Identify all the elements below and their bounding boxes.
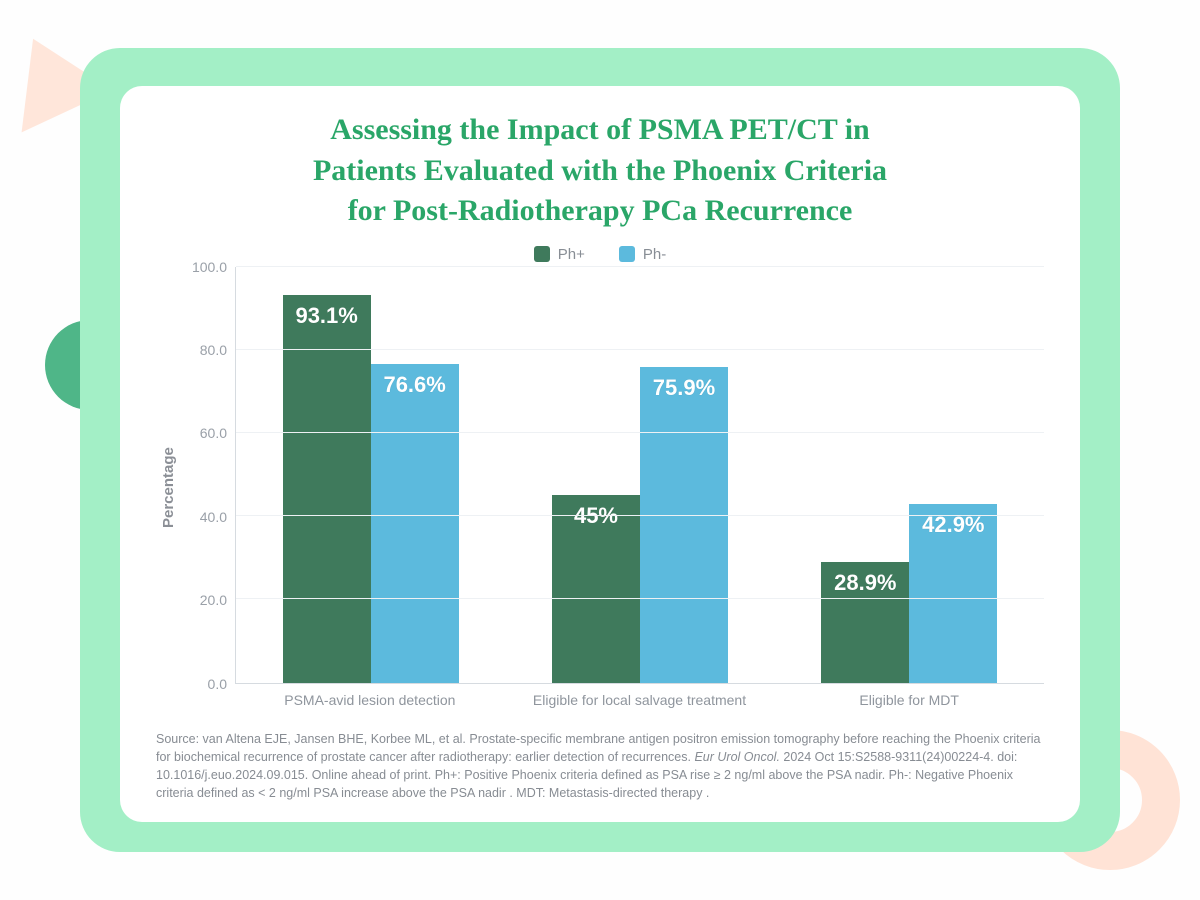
grid-area: 93.1% 76.6% 45% 75.9% 28.9% 42.9%	[235, 267, 1044, 684]
title-line: Assessing the Impact of PSMA PET/CT in	[330, 113, 870, 146]
y-tick: 80.0	[200, 342, 227, 358]
chart: Percentage 0.020.040.060.080.0100.0 93.1…	[156, 267, 1044, 708]
bar-value-label: 28.9%	[834, 570, 896, 596]
x-axis-label: Eligible for local salvage treatment	[505, 692, 775, 708]
footnote-journal: Eur Urol Oncol.	[694, 750, 779, 764]
bar-group: 28.9% 42.9%	[821, 267, 997, 683]
bar: 93.1%	[283, 295, 371, 682]
y-tick: 100.0	[192, 259, 227, 275]
gridline	[236, 515, 1044, 516]
bar-value-label: 45%	[574, 503, 618, 529]
y-ticks: 0.020.040.060.080.0100.0	[181, 267, 235, 684]
chart-title: Assessing the Impact of PSMA PET/CT in P…	[156, 110, 1044, 232]
bar-value-label: 93.1%	[295, 303, 357, 329]
legend-item-ph-plus: Ph+	[534, 246, 585, 263]
y-tick: 0.0	[208, 676, 227, 692]
bar: 28.9%	[821, 562, 909, 682]
bar: 45%	[552, 495, 640, 682]
bar: 76.6%	[371, 364, 459, 683]
gridline	[236, 432, 1044, 433]
legend-item-ph-minus: Ph-	[619, 246, 666, 263]
x-labels: PSMA-avid lesion detectionEligible for l…	[235, 692, 1044, 708]
y-tick: 20.0	[200, 592, 227, 608]
title-line: for Post-Radiotherapy PCa Recurrence	[348, 194, 853, 227]
source-footnote: Source: van Altena EJE, Jansen BHE, Korb…	[156, 730, 1044, 803]
y-axis-label: Percentage	[156, 267, 181, 708]
y-tick: 40.0	[200, 509, 227, 525]
x-axis-label: PSMA-avid lesion detection	[235, 692, 505, 708]
bar-value-label: 76.6%	[383, 372, 445, 398]
y-tick: 60.0	[200, 425, 227, 441]
legend-label: Ph+	[558, 246, 585, 263]
legend: Ph+ Ph-	[156, 246, 1044, 263]
bar-groups: 93.1% 76.6% 45% 75.9% 28.9% 42.9%	[236, 267, 1044, 683]
legend-label: Ph-	[643, 246, 666, 263]
legend-swatch	[534, 246, 550, 262]
legend-swatch	[619, 246, 635, 262]
title-line: Patients Evaluated with the Phoenix Crit…	[313, 154, 887, 187]
x-axis-label: Eligible for MDT	[774, 692, 1044, 708]
plot-area: 0.020.040.060.080.0100.0 93.1%76.6%45%75…	[181, 267, 1044, 684]
outer-card: Assessing the Impact of PSMA PET/CT in P…	[80, 48, 1120, 852]
inner-card: Assessing the Impact of PSMA PET/CT in P…	[120, 86, 1080, 822]
bar: 75.9%	[640, 367, 728, 683]
bar-value-label: 75.9%	[653, 375, 715, 401]
gridline	[236, 349, 1044, 350]
gridline	[236, 598, 1044, 599]
gridline	[236, 266, 1044, 267]
plot-column: 0.020.040.060.080.0100.0 93.1%76.6%45%75…	[181, 267, 1044, 708]
bar: 42.9%	[909, 504, 997, 682]
bar-group: 93.1% 76.6%	[283, 267, 459, 683]
bar-group: 45% 75.9%	[552, 267, 728, 683]
